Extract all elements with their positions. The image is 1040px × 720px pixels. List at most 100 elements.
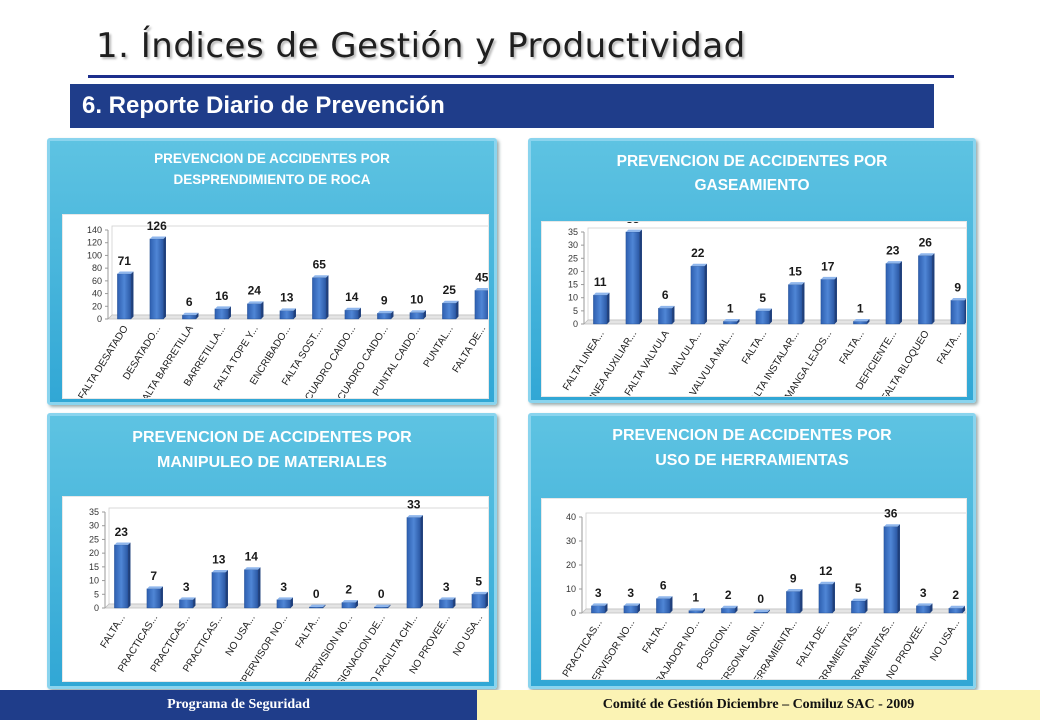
bar-top: [279, 308, 296, 311]
bar-side: [391, 310, 394, 319]
bar-top: [788, 282, 805, 285]
bar: [625, 231, 640, 325]
bar: [146, 588, 161, 609]
data-label: 6: [660, 579, 667, 593]
data-label: 16: [215, 289, 229, 303]
chart-plot-area: 0 10 20 30 40 3 PRACTICAS... 3 SUPERVISOR NO... 6…: [541, 498, 967, 680]
category-label: PUNTAL...: [422, 324, 456, 370]
bar: [244, 569, 259, 609]
bar-top: [688, 608, 705, 611]
data-label: 6: [662, 288, 669, 302]
chart-plot-area: 0 5 10 15 20 25 30 35 23 FALTA... 7 PRACTICAS... 3 PR…: [62, 496, 489, 682]
category-label: FALTA...: [838, 329, 867, 367]
chart-title: PREVENCION DE ACCIDENTES POR DESPRENDIMI…: [50, 149, 494, 191]
category-label: FALTA...: [935, 329, 964, 367]
data-label: 12: [819, 564, 833, 578]
bar-side: [355, 600, 358, 608]
bar-side: [932, 253, 935, 324]
chart-title-line: DESPRENDIMIENTO DE ROCA: [173, 171, 371, 187]
data-label: 2: [952, 588, 959, 602]
y-tick-label: 10: [568, 293, 578, 303]
data-label: 24: [248, 284, 262, 298]
plot-floor: [581, 608, 966, 614]
bar-side: [258, 567, 261, 608]
bar: [214, 308, 229, 320]
bar-top: [341, 600, 358, 603]
footer-committee: Comité de Gestión Diciembre – Comiluz SA…: [477, 690, 1040, 720]
bar-side: [607, 292, 610, 324]
bar-side: [293, 308, 296, 319]
panel-manipuleo-materiales: PREVENCION DE ACCIDENTES POR MANIPULEO D…: [47, 413, 497, 689]
bar-side: [800, 589, 803, 613]
bar-side: [193, 597, 196, 608]
bar-top: [179, 597, 196, 600]
bar-top: [377, 310, 394, 314]
bar-side: [704, 263, 707, 324]
category-label: FALTA...: [294, 613, 323, 651]
chart-title-line: MANIPULEO DE MATERIALES: [157, 453, 387, 471]
bar-side: [326, 275, 329, 319]
bar-side: [128, 542, 131, 608]
bar-side: [228, 306, 231, 319]
data-label: 3: [627, 586, 634, 600]
bar-side: [388, 604, 391, 608]
bar-side: [802, 282, 805, 324]
bar: [948, 607, 963, 614]
data-label: 11: [594, 275, 607, 289]
category-label: FALTA...: [740, 329, 769, 367]
bar-side: [930, 603, 933, 613]
y-tick-label: 25: [89, 534, 99, 544]
bar-top: [883, 524, 900, 527]
bar-side: [832, 581, 835, 613]
bar: [406, 517, 421, 609]
data-label: 15: [789, 265, 803, 279]
y-tick-label: 100: [87, 250, 102, 260]
bar: [591, 605, 606, 614]
bar-side: [485, 591, 488, 608]
plot-back-wall: [585, 512, 966, 610]
data-label: 126: [147, 219, 167, 233]
data-label: 25: [443, 283, 457, 297]
bar: [117, 273, 132, 320]
bar: [950, 300, 965, 325]
bar-top: [656, 596, 673, 599]
category-label: FALTA DESATADO: [77, 324, 131, 398]
chart-title: PREVENCION DE ACCIDENTES POR MANIPULEO D…: [50, 426, 494, 476]
data-label: 1: [692, 591, 699, 605]
bar: [721, 607, 736, 614]
bar-top: [851, 598, 868, 601]
bar-side: [637, 603, 640, 613]
plot-back-wall: [108, 507, 488, 605]
bar-top: [950, 297, 966, 301]
bar-top: [474, 287, 488, 291]
bar: [786, 591, 801, 614]
category-label: FALTA DE...: [451, 324, 488, 375]
data-label: 10: [410, 293, 424, 307]
bar-side: [225, 569, 228, 608]
category-label: FALTA DE...: [795, 618, 833, 669]
y-tick-label: 15: [89, 562, 99, 572]
bar-top: [182, 312, 199, 316]
y-tick-label: 30: [568, 240, 578, 250]
title-underline: [88, 75, 954, 78]
y-tick-label: 35: [89, 507, 99, 517]
bar-side: [702, 608, 705, 613]
data-label: 9: [381, 293, 388, 307]
bar-side: [769, 308, 772, 324]
data-label: 65: [313, 258, 327, 272]
data-label: 3: [920, 586, 927, 600]
bar: [688, 610, 703, 614]
bar-side: [261, 301, 264, 319]
bar-side: [323, 604, 326, 608]
bar-side: [737, 318, 740, 324]
plot-back-wall: [111, 225, 488, 316]
plot-floor: [583, 319, 966, 325]
bar-top: [625, 229, 642, 232]
bar: [247, 303, 262, 320]
bar: [755, 310, 770, 325]
bar-top: [211, 569, 228, 573]
bar: [753, 611, 768, 614]
section-subtitle: 6. Reporte Diario de Prevención: [70, 84, 934, 128]
y-tick-label: 20: [92, 301, 102, 311]
chart-title-line: PREVENCION DE ACCIDENTES POR: [154, 151, 390, 166]
